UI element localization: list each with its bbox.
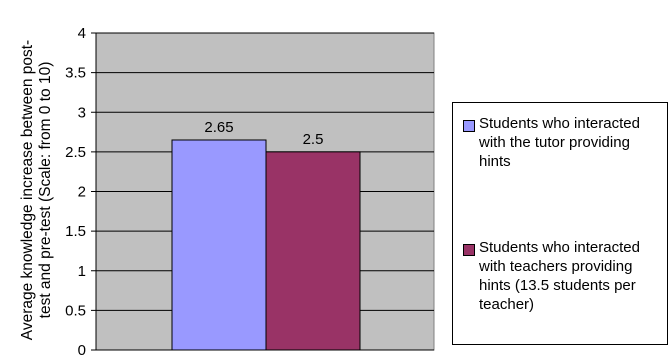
legend-label-teachers-line-1: Students who interacted <box>479 239 640 256</box>
y-tick-label-1: 1 <box>78 263 86 280</box>
y-axis-ticks: 0 0.5 1 1.5 2 2.5 3 3.5 4 <box>65 25 96 358</box>
legend-label-teachers-line-2: with teachers providing <box>479 258 633 275</box>
y-tick-label-0: 0 <box>78 342 86 358</box>
bars <box>171 139 361 351</box>
legend-swatch-tutor <box>463 120 475 132</box>
y-axis-label-line-2: test and pre-test (Scale: from 0 to 10) <box>37 62 54 319</box>
y-tick-label-4: 4 <box>78 25 86 42</box>
legend-label-tutor-line-1: Students who interacted <box>479 115 640 132</box>
data-label-teachers: 2.5 <box>303 131 324 148</box>
bar-teachers <box>265 151 361 351</box>
y-tick-label-3: 3 <box>78 104 86 121</box>
legend-label-tutor-line-2: with the tutor providing <box>479 134 630 151</box>
data-label-tutor: 2.65 <box>204 119 233 136</box>
legend-label-tutor-line-3: hints <box>479 153 511 170</box>
y-tick-label-1-5: 1.5 <box>65 223 86 240</box>
y-tick-label-2: 2 <box>78 184 86 201</box>
y-tick-label-0-5: 0.5 <box>65 302 86 319</box>
y-tick-label-3-5: 3.5 <box>65 65 86 82</box>
data-labels: 2.65 2.5 <box>204 119 323 148</box>
y-tick-label-2-5: 2.5 <box>65 144 86 161</box>
legend-label-teachers-line-4: teacher) <box>479 296 535 313</box>
y-axis-label-line-1: Average knowledge increase between post- <box>19 40 36 340</box>
bar-tutor <box>171 139 267 351</box>
legend-label-teachers: Students who interacted with teachers pr… <box>479 238 665 314</box>
legend-label-tutor: Students who interacted with the tutor p… <box>479 114 665 171</box>
legend-swatch-teachers <box>463 244 475 256</box>
legend: Students who interacted with the tutor p… <box>452 102 668 345</box>
legend-label-teachers-line-3: hints (13.5 students per <box>479 277 636 294</box>
